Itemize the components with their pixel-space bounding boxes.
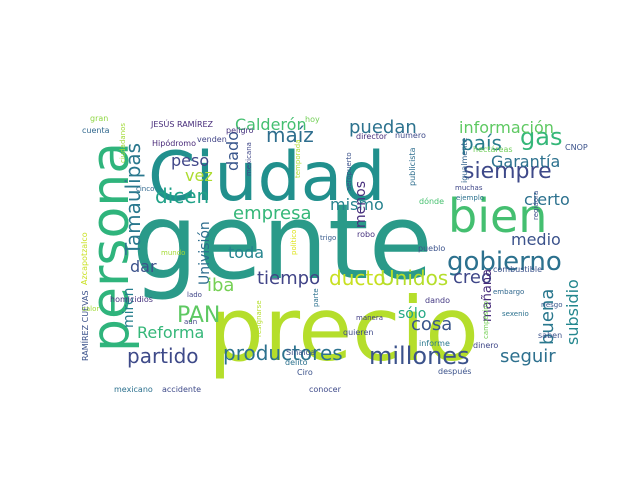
word-ramirez-cuevas: RAMÍREZ CUEVAS [79, 290, 90, 361]
word-hoy: hoy [305, 115, 320, 124]
word-riesgo: riesgo [541, 301, 563, 309]
word-garantia: Garantía [491, 152, 560, 171]
word-maiz: maíz [266, 123, 314, 147]
word-tiempo: tiempo [257, 268, 320, 289]
word-dinero: dinero [473, 341, 498, 350]
word-azcapotzalco: Azcapotzalco [80, 232, 89, 285]
word-gobierno: gobierno [447, 247, 562, 277]
word-miren: miren [121, 288, 137, 328]
word-sinaloa: Sinaloa [286, 348, 315, 357]
word-venden: venden [197, 135, 227, 144]
word-productores: productores [223, 341, 343, 365]
word-mundo: mundo [161, 249, 185, 257]
word-gran: gran [90, 114, 108, 123]
word-pueblo: pueblo [418, 244, 445, 253]
word-pais: país [461, 131, 502, 155]
word-menos: menos [353, 181, 369, 228]
word-ciudadanos: ciudadanos [119, 123, 127, 163]
word-univision: Univisión [197, 221, 213, 285]
word-pan: PAN [177, 303, 220, 328]
word-homicidios: homicidios [110, 295, 153, 304]
word-mismo: mismo [330, 195, 384, 214]
word-embargo: embargo [493, 288, 524, 296]
word-dar: dar [130, 257, 157, 276]
word-accidente: accidente [162, 385, 201, 394]
word-jesus-ramirez: JESÚS RAMÍREZ [150, 118, 214, 129]
word-donde: dónde [419, 196, 444, 206]
word-ejemplo: ejemplo [456, 194, 484, 202]
word-dando: dando [425, 296, 450, 305]
word-gente: gente [132, 181, 433, 303]
word-bien: bien [448, 189, 547, 243]
word-muchas: muchas [455, 184, 483, 192]
word-politico: político [290, 230, 298, 255]
word-temporada: temporada [294, 140, 302, 179]
word-parte: parte [312, 288, 320, 307]
word-gas: gas [520, 123, 562, 151]
word-igualmente: igualmente [460, 138, 469, 183]
word-buena: buena [537, 289, 558, 345]
word-delito: delito [285, 358, 308, 367]
word-saben: saben [538, 331, 562, 340]
word-cnop: CNOP [565, 143, 588, 152]
word-calderon: Calderón [235, 115, 307, 134]
word-trigo: trigo [320, 234, 336, 242]
word-despues: después [438, 366, 471, 376]
word-hectareas: hectáreas [473, 145, 513, 154]
word-resignarse: resignarse [255, 300, 263, 337]
word-reforma: Reforma [137, 323, 204, 342]
word-cuenta: cuenta [82, 126, 110, 135]
word-lado: lado [187, 291, 202, 299]
word-puedan: puedan [349, 117, 417, 138]
word-creo: creo [453, 267, 492, 288]
word-ciro: Ciro [297, 368, 313, 377]
word-aeropuerto: aeropuerto [345, 152, 353, 191]
word-hipodromo: Hipódromo [152, 138, 196, 148]
word-cosa: cosa [411, 314, 452, 335]
word-ducto: ducto [329, 266, 385, 290]
word-aun: aún [184, 318, 197, 326]
word-solo: sólo [398, 306, 426, 322]
word-peso: peso [171, 151, 209, 170]
word-mexicano: mexicano [114, 385, 153, 394]
word-numero: número [395, 131, 426, 140]
word-toda: toda [228, 243, 264, 262]
word-unidos: Unidos [380, 266, 448, 290]
word-calor: calor [82, 305, 99, 313]
word-director: director [356, 132, 388, 141]
word-publicista: publicista [408, 147, 417, 186]
word-iba: iba [207, 275, 234, 296]
word-peligro: peligro [226, 126, 254, 135]
word-ciudad: Ciudad [148, 138, 385, 217]
word-informacion: información [459, 118, 554, 137]
word-dicen: dicen [155, 184, 209, 208]
word-campesino: campesino [482, 301, 490, 339]
word-regidora: regidora [532, 191, 540, 220]
word-conocer: conocer [309, 385, 342, 394]
word-tamaulipas: Tamaulipas [121, 143, 145, 256]
word-informe: informe [419, 339, 450, 348]
word-medio: medio [511, 230, 561, 249]
word-persona: persona [81, 142, 141, 352]
word-vez: vez [185, 166, 213, 185]
word-robo: robo [357, 230, 375, 239]
word-empresa: empresa [233, 203, 312, 224]
word-cierto: cierto [524, 190, 570, 209]
word-seguir: seguir [500, 346, 556, 367]
word-quieren: quieren [343, 328, 373, 337]
word-cinco: cinco [136, 185, 154, 193]
word-sexenio: sexenio [502, 310, 529, 318]
word-subsidio: subsidio [563, 279, 582, 345]
word-combustible: combustible [493, 265, 542, 274]
word-millones: millones [369, 342, 470, 370]
word-dado: dado [223, 131, 242, 171]
word-siempre: siempre [463, 159, 552, 184]
word-partido: partido [127, 344, 199, 368]
word-precio: precio [208, 278, 479, 381]
word-manana: mañana [480, 269, 495, 322]
word-mexicana: mexicana [245, 142, 253, 176]
word-manera: manera [356, 314, 383, 322]
